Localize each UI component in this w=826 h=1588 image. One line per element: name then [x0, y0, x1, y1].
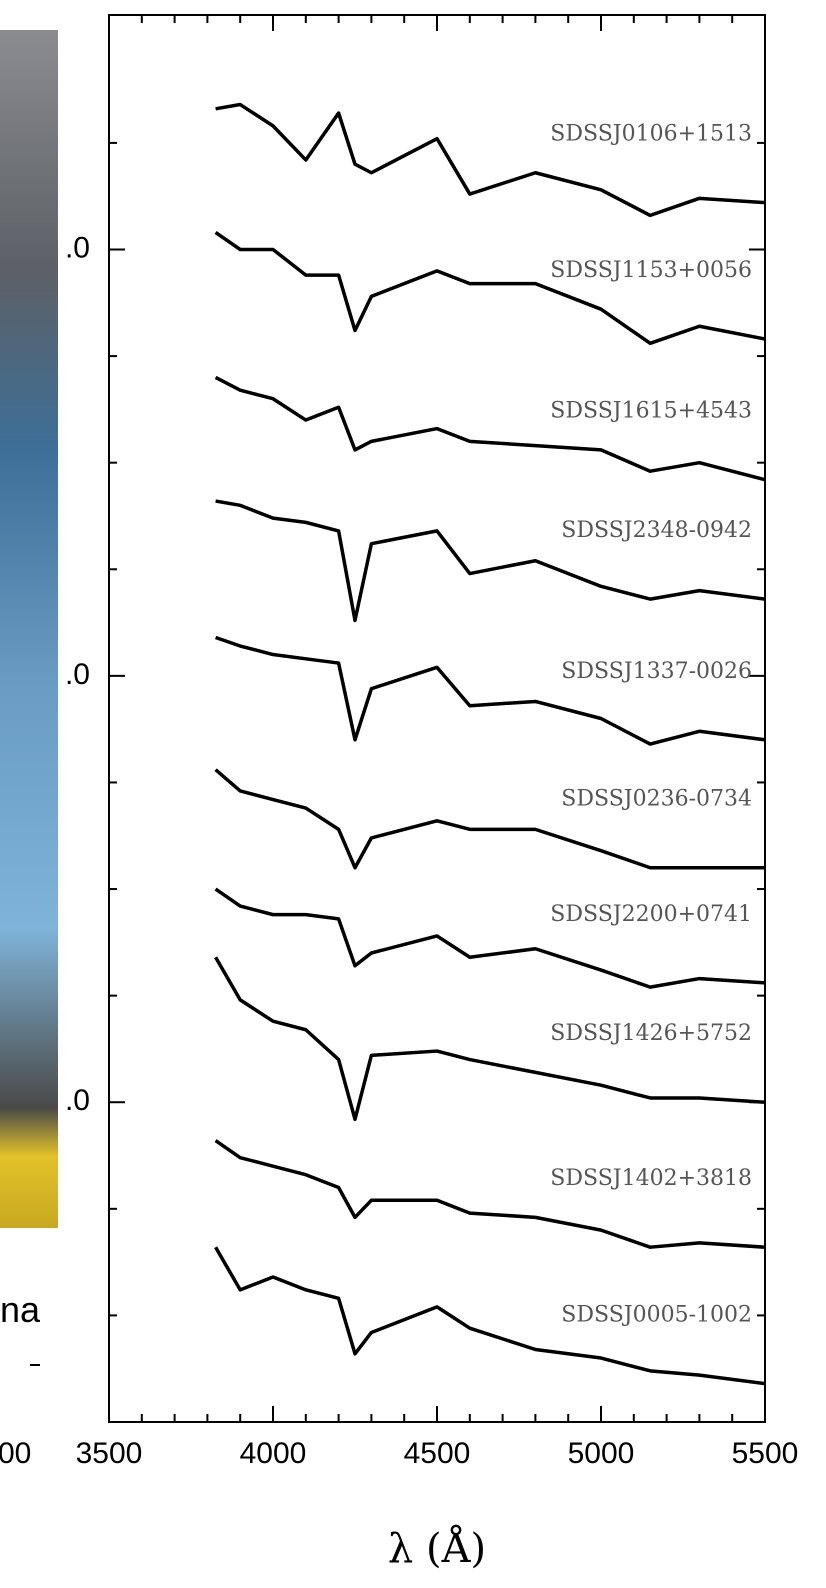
x-tick-label: 5000: [568, 1437, 635, 1470]
series-label: SDSSJ1426+5752: [550, 1021, 752, 1046]
spectrum-line: [214, 375, 766, 482]
spectrum-line: [214, 768, 765, 870]
spectrum-line: [215, 499, 766, 623]
series-label: SDSSJ2348-0942: [561, 518, 752, 543]
photo: [0, 30, 58, 1228]
series-label: SDSSJ0106+1513: [550, 122, 752, 147]
spectrum-line: [215, 102, 766, 218]
spectrum-line: [214, 231, 766, 346]
series-label: SDSSJ0005-1002: [561, 1303, 752, 1328]
x-tick-label: 4500: [404, 1437, 471, 1470]
series-label: SDSSJ1615+4543: [550, 399, 752, 424]
spectrum-line: [214, 887, 766, 989]
series-label: SDSSJ1153+0056: [550, 258, 752, 283]
x-tick-label: 3500: [76, 1437, 143, 1470]
side-text: na: [0, 1289, 41, 1330]
spectrum-line: [214, 1246, 766, 1386]
series-label: SDSSJ1402+3818: [550, 1166, 752, 1191]
y-tick-label: .0: [65, 231, 90, 264]
series-label: SDSSJ1337-0026: [561, 659, 752, 684]
series-label: SDSSJ2200+0741: [550, 902, 752, 927]
x-axis-title: λ (Å): [388, 1525, 486, 1572]
spectrum-line: [214, 956, 766, 1122]
plot-frame: [108, 14, 766, 1423]
x-tick-label: 5500: [732, 1437, 799, 1470]
spectrum-line: [214, 1139, 766, 1249]
cropped-tick-label: 00: [0, 1437, 31, 1470]
y-tick-label: .0: [65, 1084, 90, 1117]
x-tick-label: 4000: [240, 1437, 307, 1470]
y-tick-label: .0: [65, 658, 90, 691]
spectrum-line: [215, 635, 766, 746]
series-label: SDSSJ0236-0734: [561, 787, 752, 812]
